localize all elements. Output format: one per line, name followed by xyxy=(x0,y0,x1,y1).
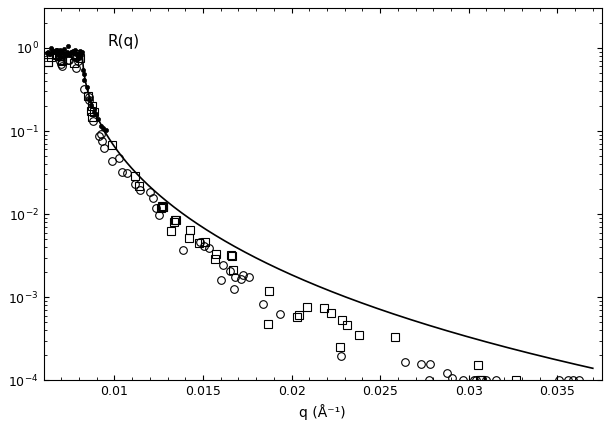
Text: R(q): R(q) xyxy=(108,34,140,49)
X-axis label: q (Å⁻¹): q (Å⁻¹) xyxy=(300,404,346,420)
